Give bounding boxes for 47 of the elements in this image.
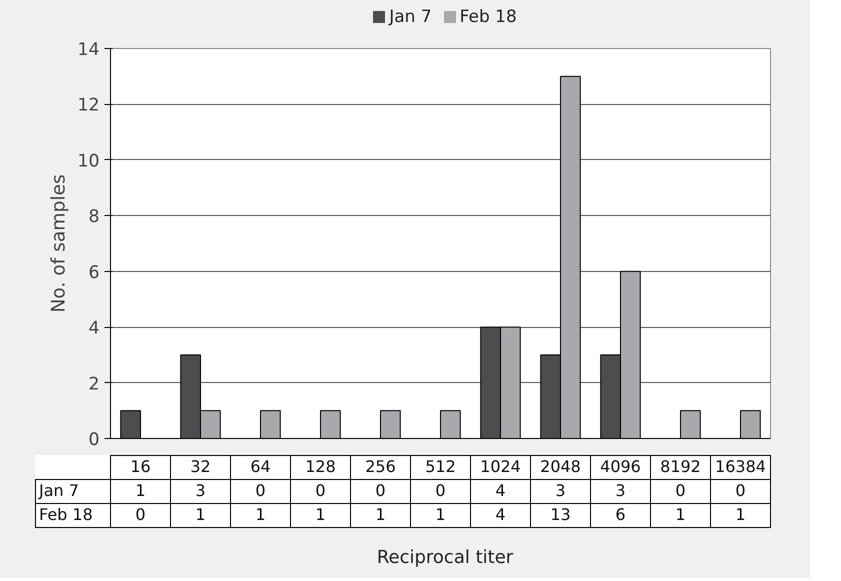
data-label: 1 — [410, 504, 470, 528]
data-label: 0 — [110, 504, 170, 528]
legend-label: Jan 7 — [389, 6, 432, 29]
data-label: 3 — [590, 480, 650, 504]
y-tick-label: 10 — [77, 151, 100, 172]
data-label: 0 — [710, 480, 770, 504]
x-tick-label: 32 — [170, 456, 230, 480]
data-label: 0 — [230, 480, 290, 504]
data-label: 13 — [530, 504, 590, 528]
x-tick-label: 1024 — [470, 456, 530, 480]
y-axis-title: No. of samples — [48, 174, 70, 313]
data-label: 1 — [230, 504, 290, 528]
data-label: 1 — [710, 504, 770, 528]
data-label: 0 — [350, 480, 410, 504]
data-label: 1 — [170, 504, 230, 528]
x-tick-label: 16 — [110, 456, 170, 480]
data-table: 16 32 64 128 256 512 1024 2048 4096 8192 16384 Jan 7 1 3 0 0 0 0 4 3 3 0 0 Feb 18 0 1 1 1 1 1 4 13 6 1 1 — [35, 455, 771, 528]
x-tick-label: 128 — [290, 456, 350, 480]
data-label: 0 — [650, 480, 710, 504]
x-tick-label: 512 — [410, 456, 470, 480]
data-label: 1 — [350, 504, 410, 528]
y-tick-label: 2 — [88, 374, 100, 394]
legend: Jan 7 Feb 18 — [115, 5, 775, 30]
x-tick-label: 4096 — [590, 456, 650, 480]
y-tick-label: 4 — [88, 318, 100, 339]
x-tick-label: 2048 — [530, 456, 590, 480]
legend-label: Feb 18 — [460, 6, 517, 29]
data-label: 1 — [650, 504, 710, 528]
data-label: 1 — [110, 480, 170, 504]
data-label: 3 — [530, 480, 590, 504]
x-tick-label: 256 — [350, 456, 410, 480]
data-label: 1 — [290, 504, 350, 528]
data-label: 4 — [470, 504, 530, 528]
data-label: 4 — [470, 480, 530, 504]
y-tick-label: 14 — [77, 40, 100, 60]
data-label: 6 — [590, 504, 650, 528]
y-tick-label: 8 — [88, 207, 100, 228]
data-label: 0 — [290, 480, 350, 504]
y-tick-label: 12 — [77, 96, 100, 116]
x-tick-label: 8192 — [650, 456, 710, 480]
y-tick-label: 0 — [88, 430, 100, 450]
x-tick-label: 64 — [230, 456, 290, 480]
data-label: 3 — [170, 480, 230, 504]
data-label: 0 — [410, 480, 470, 504]
x-tick-label: 16384 — [710, 456, 770, 480]
x-axis-title: Reciprocal titer — [376, 546, 514, 570]
y-tick-label: 6 — [88, 262, 100, 283]
